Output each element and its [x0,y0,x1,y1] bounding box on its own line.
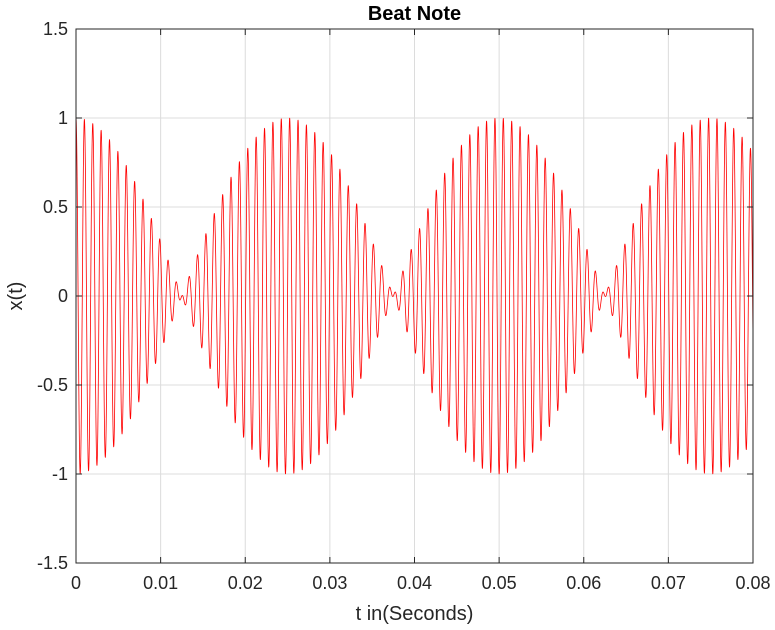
y-tick-label: 0.5 [43,197,68,217]
x-tick-labels: 0 0.01 0.02 0.03 0.04 0.05 0.06 0.07 0.08 [71,573,771,593]
y-tick-label: 1.5 [43,19,68,39]
y-axis-label: x(t) [5,282,27,311]
y-tick-label: -1.5 [37,553,68,573]
x-tick-label: 0.08 [735,573,770,593]
y-tick-label: 0 [58,286,68,306]
x-axis-label: t in(Seconds) [356,603,474,625]
tick-marks [75,28,754,564]
series-line-beat-note [75,117,754,475]
x-tick-label: 0.01 [143,573,178,593]
x-tick-label: 0.06 [566,573,601,593]
y-tick-label: -1 [52,464,68,484]
chart-title: Beat Note [368,3,461,25]
x-tick-label: 0.07 [651,573,686,593]
y-tick-label: -0.5 [37,375,68,395]
x-tick-label: 0.04 [397,573,432,593]
x-tick-label: 0.02 [228,573,263,593]
y-tick-label: 1 [58,108,68,128]
x-tick-label: 0.05 [482,573,517,593]
x-tick-label: 0.03 [312,573,347,593]
x-tick-label: 0 [71,573,81,593]
series-layer [75,117,754,475]
y-tick-labels: -1.5 -1 -0.5 0 0.5 1 1.5 [37,19,68,573]
